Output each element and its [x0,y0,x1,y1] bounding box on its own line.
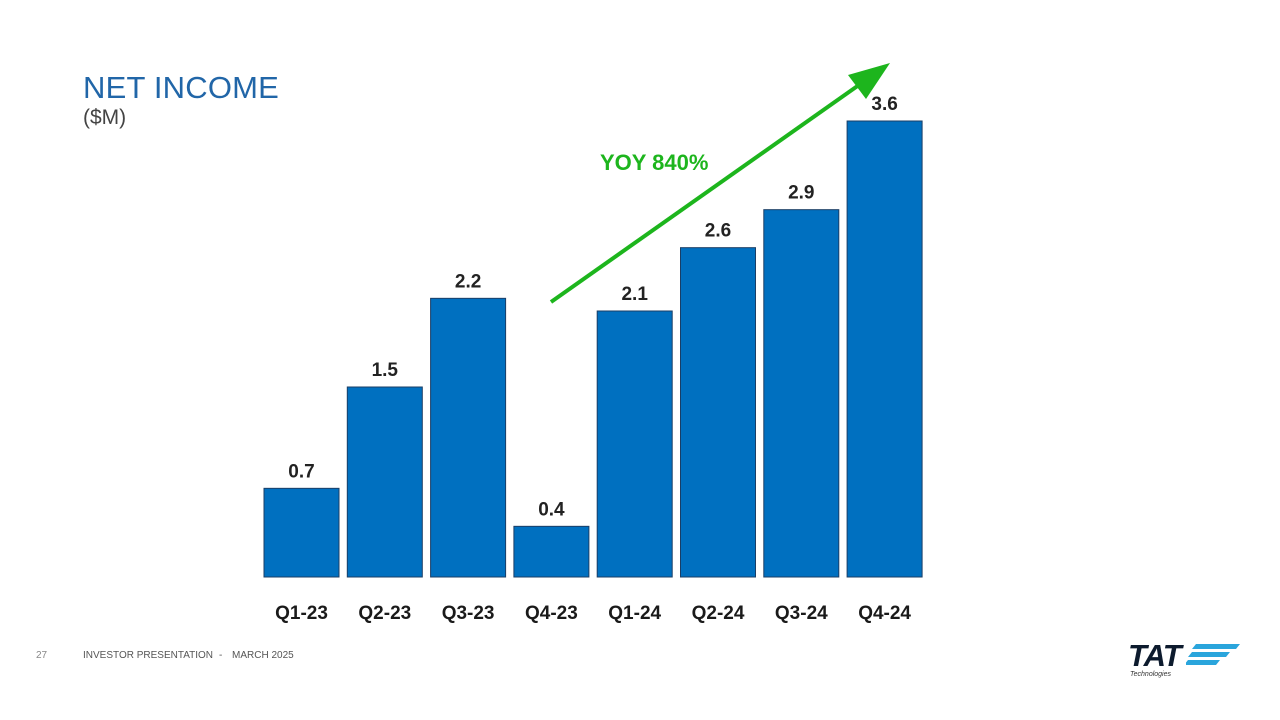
value-label-q3-24: 2.9 [788,183,814,204]
category-label-group: Q1-23 Q2-23 Q3-23 Q4-23 Q1-24 Q2-24 Q3-24 Q4-24 [275,603,911,624]
value-label-q3-23: 2.2 [455,271,481,292]
value-label-q4-24: 3.6 [871,94,897,115]
footer-presentation-label: INVESTOR PRESENTATION [83,650,214,661]
footer: 27 INVESTOR PRESENTATION - MARCH 2025 [0,650,700,666]
category-label-q4-24: Q4-24 [858,603,911,624]
bar-q2-24 [680,247,756,578]
logo-wordmark: TAT [1128,638,1182,673]
bar-q4-23 [513,525,590,578]
value-label-q2-23: 1.5 [372,360,399,381]
bar-group [263,120,923,578]
bar-q4-24 [846,120,923,578]
page-title: NET INCOME [83,70,280,105]
category-label-q1-24: Q1-24 [608,603,661,624]
category-label-q4-23: Q4-23 [525,603,578,624]
footer-separator: - [219,650,223,661]
logo-stripes-icon [1186,644,1240,665]
category-label-q3-23: Q3-23 [442,603,495,624]
value-label-q4-23: 0.4 [538,499,565,520]
logo-subtext: Technologies [1130,671,1171,678]
bar-q3-23 [430,297,507,578]
value-label-q1-24: 2.1 [621,284,648,305]
footer-date: MARCH 2025 [232,650,294,661]
category-label-q1-23: Q1-23 [275,603,328,624]
page-subtitle-units: ($M) [83,106,127,129]
category-label-q3-24: Q3-24 [775,603,828,624]
page-number: 27 [36,650,48,661]
bar-q1-24 [596,310,673,578]
category-label-q2-24: Q2-24 [692,603,745,624]
yoy-growth-arrow-line [549,78,868,304]
bar-q1-23 [263,487,340,578]
value-label-group: 0.7 1.5 2.2 0.4 2.1 2.6 2.9 3.6 [288,94,898,520]
yoy-growth-arrow-head [848,63,890,99]
tat-technologies-logo: TAT Technologies [1126,638,1244,682]
value-label-q2-24: 2.6 [705,221,731,242]
yoy-growth-label: YOY 840% [600,150,708,175]
category-label-q2-23: Q2-23 [358,603,411,624]
value-label-q1-23: 0.7 [288,461,314,482]
bar-q2-23 [346,386,423,578]
bar-q3-24 [763,209,840,578]
